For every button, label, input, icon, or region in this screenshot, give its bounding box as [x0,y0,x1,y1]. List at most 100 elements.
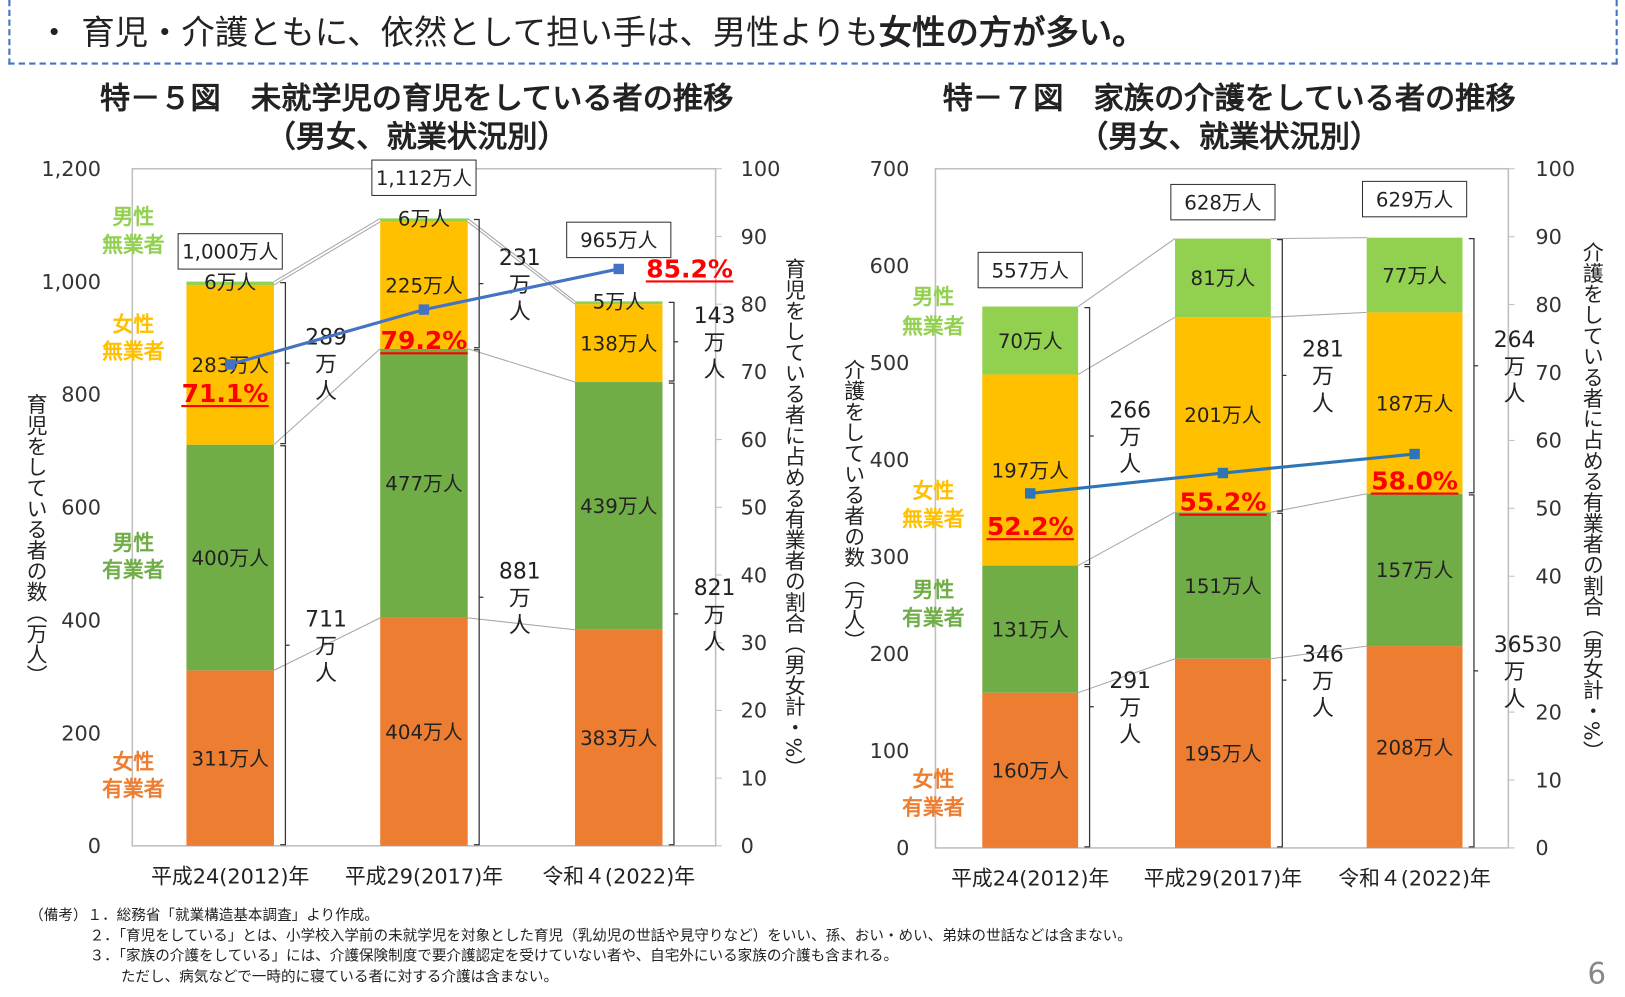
chart1-series-label: 無業者 [102,339,165,363]
chart2-series-label: 女性 [913,479,955,503]
chart1-series-connector-line [273,617,381,671]
chart1-bar-value-label: 5万人 [593,291,645,314]
chart2-bar-segment [982,374,1079,566]
chart1-y2-tick-label: 70 [741,360,768,384]
chart2-bar-segment [982,692,1079,848]
chart1-series-connector-line [273,348,381,446]
chart1-bar-segment [380,617,468,846]
chart1-bar-value-label: 311万人 [192,747,270,770]
chart1-y2-tick-label: 100 [741,157,781,181]
chart1-employed-bracket-unit: 万 [704,603,726,628]
chart1-employed-bracket [668,382,679,846]
chart2-employed-bracket-unit: 人 [1504,687,1526,712]
chart1-employed-bracket-value: 711 [305,607,347,632]
headline-text: ・ 育児・介護ともに、依然として担い手は、男性よりも [37,12,879,53]
chart1-series-label: 女性 [113,312,155,336]
chart1-y-tick-label: 400 [61,608,101,632]
chart2-series-connector-line [1077,238,1176,307]
chart2-bar-value-label: 195万人 [1184,743,1262,766]
chart1-bar-value-label: 138万人 [580,332,658,355]
chart1-bar-segment [575,304,663,383]
chart1-nonemployed-bracket-unit: 万 [315,352,337,377]
chart1-series-connector-line [273,221,381,286]
chart1-y-tick-label: 200 [61,721,101,745]
chart2-bar-value-label: 131万人 [992,618,1070,641]
chart2-nonemployed-bracket [1084,306,1094,566]
chart1-share-marker [418,304,430,315]
chart1-y2-tick-label: 40 [741,563,768,587]
chart1-bar-value-label: 383万人 [580,727,658,750]
chart1-category-label: 平成24(2012)年 [151,864,309,888]
chart1-series-label: 有業者 [102,777,165,801]
chart2-category-label: 令和４(2022)年 [1338,866,1491,890]
chart2-employed-bracket-value: 365 [1494,633,1536,658]
chart2-employed-bracket-unit: 人 [1312,696,1334,721]
chart1-y-tick-label: 1,000 [41,270,101,294]
chart1-subtitle: （男女、就業状況別） [265,118,568,155]
chart2-nonemployed-bracket [1468,238,1479,494]
chart2-y-axis-label: 介護をしている者の数（万人） [840,359,866,652]
chart2-bar-value-label: 187万人 [1376,392,1454,415]
chart1-nonemployed-bracket-unit: 人 [509,300,531,325]
chart2-total-label: 628万人 [1184,191,1262,214]
chart2-series-connector-line [1270,645,1367,660]
chart2-series-connector-line [1077,316,1176,375]
chart2-y2-axis-label: 介護をしている者に占める有業者の割合（男女計・%） [1579,241,1605,762]
chart2-bar-value-label: 77万人 [1382,264,1447,287]
chart2-total-label: 629万人 [1376,188,1454,211]
chart2-bar-value-label: 151万人 [1184,575,1262,598]
chart2-total-label: 557万人 [992,259,1070,282]
note-line: ２．「育児をしている」とは、小学校入学前の未就学児を対象とした育児（乳幼児の世話… [89,927,1132,945]
chart2-y2-tick-label: 90 [1535,225,1562,249]
chart1-nonemployed-bracket [280,282,290,445]
chart2-nonemployed-bracket-value: 264 [1494,328,1536,353]
chart1-y-tick-label: 0 [88,834,101,858]
chart2-y-tick-label: 600 [870,254,910,278]
chart2-bar-value-label: 81万人 [1191,267,1256,290]
chart2-bar-segment [1366,646,1463,848]
chart1-y2-axis-label: 育児をしている者に占める有業者の割合（男女計・%） [781,258,807,779]
chart1-y-tick-label: 600 [61,496,101,520]
chart1-employed-bracket-unit: 万 [509,587,531,612]
chart2-share-label: 58.0% [1371,466,1458,495]
chart2-y2-tick-label: 70 [1535,361,1562,385]
chart2-share-marker [1025,488,1036,499]
chart1-nonemployed-bracket-unit: 人 [315,380,337,405]
page-number: 6 [1587,956,1607,991]
chart2-nonemployed-bracket [1277,239,1287,512]
chart1-category-label: 令和４(2022)年 [542,864,695,888]
chart2-y2-tick-label: 40 [1535,565,1562,589]
chart2-share-label: 52.2% [987,512,1074,541]
chart1-employed-bracket-value: 821 [694,576,736,601]
chart1-y2-tick-label: 20 [741,699,768,723]
chart1-series-label: 無業者 [102,233,165,257]
chart2-y-tick-label: 700 [870,157,910,181]
chart1-bar-segment [575,382,663,630]
chart2-nonemployed-bracket-value: 266 [1109,398,1151,423]
chart1-bar-segment [380,221,468,349]
chart2-bar-value-label: 201万人 [1184,404,1262,427]
chart1-employed-bracket [280,445,290,846]
chart1-y-tick-label: 1,200 [41,157,101,181]
chart2-y-tick-label: 300 [870,545,910,569]
chart1-category-label: 平成29(2017)年 [345,864,503,888]
chart2-series-label: 男性 [913,285,955,309]
chart2-employed-bracket [1468,494,1479,848]
chart2-employed-bracket-value: 291 [1109,669,1151,694]
chart1-employed-bracket-value: 881 [499,560,541,585]
chart2-series-label: 無業者 [902,507,965,531]
chart2-series-label: 有業者 [902,606,965,630]
chart1-series-connector-line [467,617,576,631]
chart1-bar-segment [575,301,663,305]
chart1-series-label: 男性 [113,205,155,229]
chart1-bar-value-label: 225万人 [385,275,463,298]
chart2-employed-bracket-unit: 万 [1504,660,1526,685]
chart2-bar-value-label: 160万人 [992,760,1070,783]
chart1-y2-tick-label: 80 [741,292,768,316]
chart2-category-label: 平成24(2012)年 [951,866,1109,890]
chart1-total-label: 965万人 [580,229,658,252]
chart1-employed-bracket-unit: 万 [315,635,337,660]
chart2-y2-tick-label: 30 [1535,632,1562,656]
